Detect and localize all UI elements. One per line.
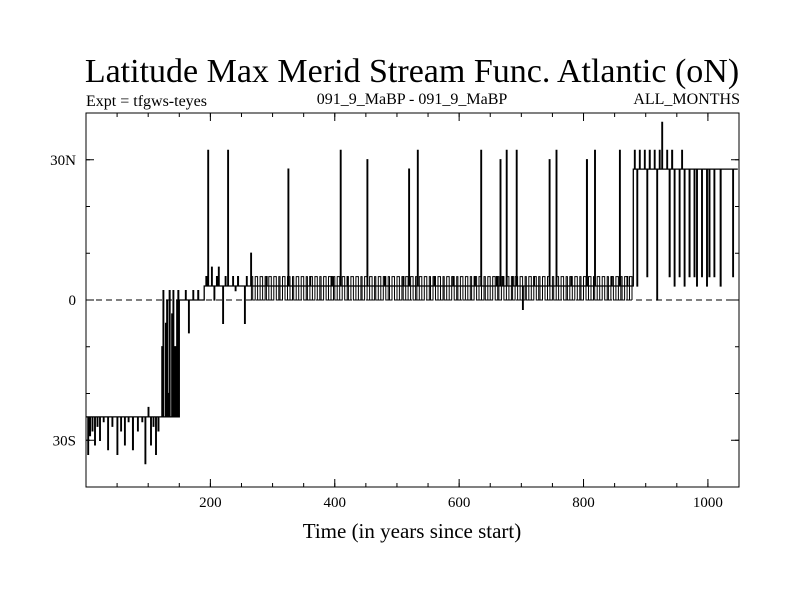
y-tick-label: 30S [53, 433, 76, 449]
x-tick-label: 200 [199, 495, 222, 511]
y-tick-label: 30N [50, 153, 76, 169]
y-tick-label: 0 [69, 293, 77, 309]
chart-subtitle-left: Expt = tfgws-teyes [86, 93, 207, 110]
y-axis-ticks: 30N 0 30S [50, 153, 739, 449]
series-noise [248, 276, 633, 301]
x-axis-ticks: 200 400 600 800 1000 [199, 113, 723, 511]
series-line [86, 121, 738, 465]
x-axis-label: Time (in years since start) [303, 519, 522, 543]
x-tick-label: 400 [324, 495, 347, 511]
chart-subtitle-right: ALL_MONTHS [633, 91, 740, 108]
x-tick-label: 1000 [693, 495, 723, 511]
chart-subtitle-center: 091_9_MaBP - 091_9_MaBP [317, 91, 508, 108]
chart-title: Latitude Max Merid Stream Func. Atlantic… [85, 53, 739, 90]
x-tick-label: 600 [448, 495, 471, 511]
x-tick-label: 800 [572, 495, 595, 511]
